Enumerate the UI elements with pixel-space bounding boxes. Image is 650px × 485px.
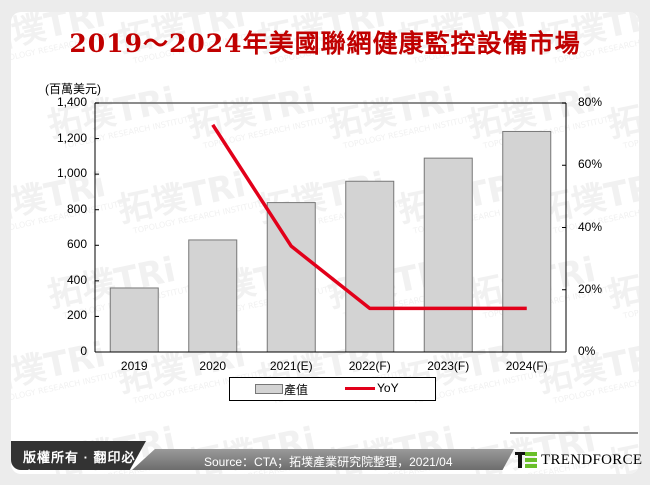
y2-tick-label: 80% (578, 95, 603, 109)
source-banner: Source：CTA；拓墣產業研究院整理，2021/04 (132, 449, 514, 470)
y-tick-label: 400 (66, 272, 87, 287)
bar-2024(F) (502, 130, 552, 353)
brand-name: TRENDFORCE (541, 451, 643, 468)
legend-bar-swatch (255, 384, 283, 394)
bar-2022(F) (345, 180, 395, 353)
copyright-text: 版權所有 · 翻印必究 (23, 450, 136, 484)
source-text: Source：CTA；拓墣產業研究院整理，2021/04 (204, 455, 453, 469)
y2-tick-label: 0% (578, 344, 596, 358)
chart-legend: 產值 YoY (229, 377, 436, 401)
y2-tick-label: 60% (578, 157, 603, 172)
legend-line-label: YoY (377, 381, 399, 395)
x-tick-label: 2019 (120, 359, 148, 373)
y-axis-unit: (百萬美元) (45, 82, 101, 96)
trendforce-logo-icon (515, 452, 537, 468)
x-tick-label: 2024(F) (505, 359, 548, 373)
y-tick-label: 0 (80, 344, 87, 358)
y-tick-label: 1,400 (56, 95, 87, 109)
y-tick-label: 1,200 (56, 130, 87, 145)
y-tick-label: 800 (66, 201, 87, 216)
y-tick-label: 1,000 (56, 166, 87, 181)
x-tick-label: 2021(E) (269, 359, 313, 373)
x-tick-label: 2023(F) (427, 359, 470, 373)
chart-title: 2019～2024年美國聯網健康監控設備市場 (69, 29, 581, 58)
trendforce-logo: TRENDFORCE (515, 448, 642, 472)
y2-tick-label: 40% (578, 219, 603, 234)
x-tick-label: 2020 (199, 359, 227, 373)
legend-line-swatch (345, 387, 375, 390)
legend-bar-label: 產值 (284, 383, 309, 397)
bar-2019 (109, 287, 159, 353)
bar-2021(E) (266, 202, 316, 353)
footer-divider (510, 432, 638, 434)
bar-2020 (188, 239, 238, 353)
y-tick-label: 200 (66, 308, 87, 323)
yoy-line (211, 123, 527, 311)
bar-2023(F) (423, 157, 473, 353)
y2-tick-label: 20% (578, 281, 603, 296)
copyright-banner: 版權所有 · 翻印必究 (11, 441, 146, 470)
x-tick-label: 2022(F) (348, 359, 391, 373)
y-tick-label: 600 (66, 237, 87, 252)
